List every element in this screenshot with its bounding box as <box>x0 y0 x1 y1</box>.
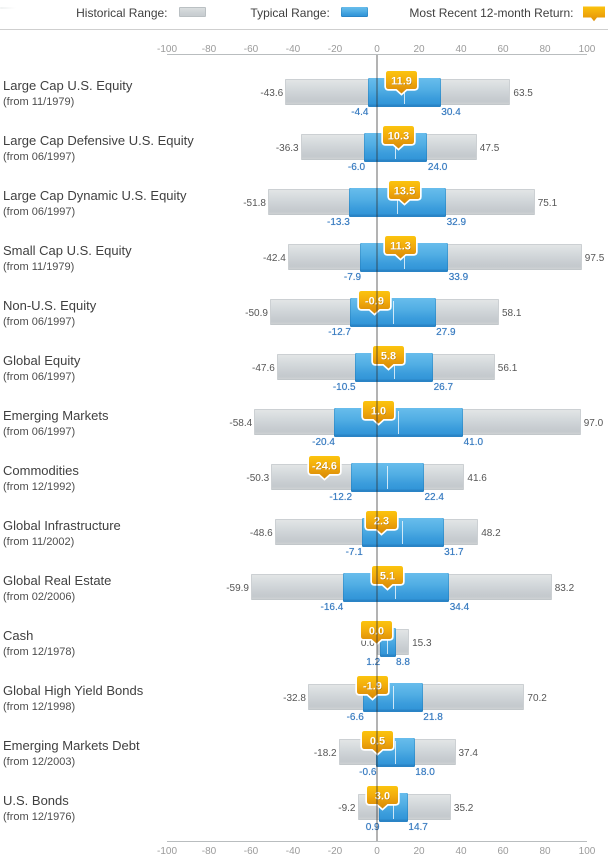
svg-text:-0.9: -0.9 <box>366 296 385 308</box>
svg-text:11.3: 11.3 <box>390 240 411 252</box>
svg-text:2.3: 2.3 <box>374 515 389 527</box>
svg-text:0.0: 0.0 <box>369 626 384 638</box>
svg-text:5.8: 5.8 <box>382 351 397 363</box>
svg-text:10.3: 10.3 <box>388 131 409 143</box>
svg-text:3.0: 3.0 <box>375 790 390 802</box>
svg-text:2.3: 2.3 <box>374 516 389 528</box>
svg-text:11.9: 11.9 <box>391 75 412 87</box>
svg-text:5.8: 5.8 <box>381 350 396 362</box>
svg-text:-24.6: -24.6 <box>312 460 337 472</box>
svg-text:3.0: 3.0 <box>376 791 391 803</box>
svg-text:0.5: 0.5 <box>370 735 385 747</box>
svg-text:13.5: 13.5 <box>394 185 415 197</box>
svg-text:-1.9: -1.9 <box>363 680 382 692</box>
svg-text:1.0: 1.0 <box>371 406 386 418</box>
svg-text:10.3: 10.3 <box>387 130 408 142</box>
svg-text:-24.6: -24.6 <box>313 461 338 473</box>
svg-text:13.5: 13.5 <box>395 186 416 198</box>
svg-text:11.9: 11.9 <box>392 76 413 88</box>
svg-text:1.0: 1.0 <box>371 405 386 417</box>
svg-text:-1.9: -1.9 <box>364 681 383 693</box>
svg-text:11.3: 11.3 <box>390 241 411 253</box>
svg-text:5.1: 5.1 <box>380 571 395 583</box>
svg-text:0.0: 0.0 <box>369 625 384 637</box>
svg-text:0.5: 0.5 <box>370 736 385 748</box>
svg-text:5.1: 5.1 <box>380 570 395 582</box>
svg-text:-0.9: -0.9 <box>365 295 384 307</box>
